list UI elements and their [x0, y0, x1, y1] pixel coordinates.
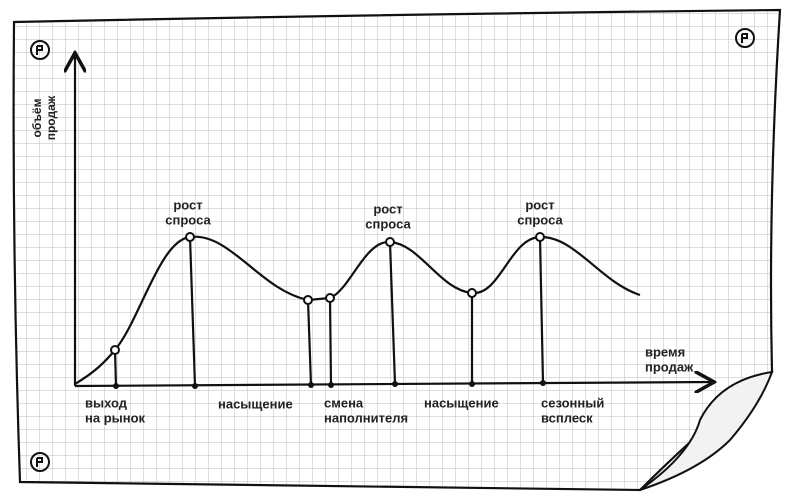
peak-label: рост [173, 197, 202, 212]
stage-label: на рынок [85, 410, 146, 425]
peak-label: спроса [365, 216, 411, 231]
x-axis-label: продаж [645, 359, 694, 374]
stage-label: выход [85, 395, 128, 410]
stage-label: сезонный [541, 395, 604, 410]
stage-label: насыщение [424, 395, 499, 410]
peak-label: спроса [517, 212, 563, 227]
y-axis-label: объём [30, 98, 44, 137]
peak-label: спроса [165, 212, 211, 227]
y-axis-label: продаж [44, 95, 58, 140]
diagram: объёмпродажвремяпродажростспросаростспро… [0, 0, 793, 498]
stage-label: смена [324, 395, 364, 410]
peak-label: рост [373, 201, 402, 216]
peak-label: рост [525, 197, 554, 212]
stage-label: всплеск [541, 410, 593, 425]
stage-label: насыщение [218, 396, 293, 411]
stage-label: наполнителя [324, 410, 408, 425]
x-axis-label: время [645, 344, 685, 359]
